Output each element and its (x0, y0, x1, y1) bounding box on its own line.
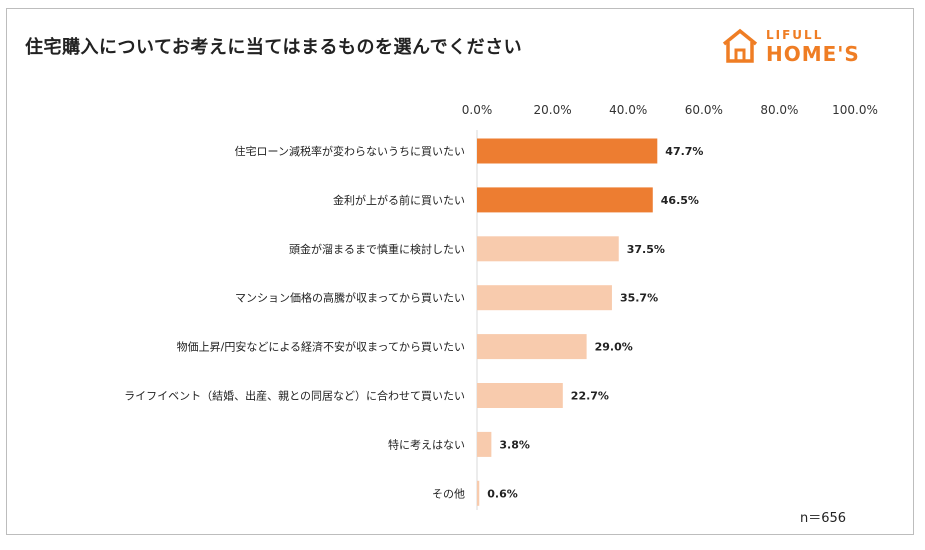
logo-text-main: HOME'S (766, 42, 860, 66)
category-label: マンション価格の高騰が収まってから買いたい (235, 291, 465, 305)
bar-value-label: 29.0% (595, 341, 633, 354)
category-label: ライフイベント（結婚、出産、親との同居など）に合わせて買いたい (124, 389, 465, 403)
bar (477, 236, 619, 262)
chart-title: 住宅購入についてお考えに当てはまるものを選んでください (25, 37, 523, 58)
x-tick-label: 40.0% (609, 103, 647, 117)
x-tick-label: 80.0% (760, 103, 798, 117)
bar-value-label: 35.7% (620, 292, 658, 305)
x-tick-label: 0.0% (462, 103, 493, 117)
bar-value-label: 3.8% (499, 438, 530, 451)
house-logo-icon (722, 28, 758, 63)
x-tick-label: 60.0% (685, 103, 723, 117)
category-label: 頭金が溜まるまで慎重に検討したい (289, 242, 465, 256)
category-label: 金利が上がる前に買いたい (333, 193, 465, 207)
category-label: 特に考えはない (388, 437, 465, 451)
bar (477, 334, 587, 360)
chart-frame (6, 8, 914, 535)
x-tick-label: 20.0% (534, 103, 572, 117)
bar (477, 480, 480, 506)
bar (477, 431, 492, 457)
bar (477, 138, 658, 164)
bar-value-label: 22.7% (571, 390, 609, 403)
bar-value-label: 46.5% (661, 194, 699, 207)
bar-value-label: 37.5% (627, 243, 665, 256)
category-label: その他 (432, 487, 465, 500)
x-tick-label: 100.0% (832, 103, 878, 117)
bar-value-label: 0.6% (487, 487, 518, 500)
bar-value-label: 47.7% (665, 145, 703, 158)
bar (477, 383, 563, 408)
logo-text-top: LIFULL (766, 28, 824, 42)
bar (477, 187, 653, 213)
category-label: 物価上昇/円安などによる経済不安が収まってから買いたい (177, 340, 465, 354)
sample-size-note: n＝656 (800, 511, 847, 526)
category-label: 住宅ローン減税率が変わらないうちに買いたい (235, 144, 465, 158)
lifull-homes-logo: LIFULL HOME'S (720, 24, 880, 70)
bar (477, 285, 612, 311)
